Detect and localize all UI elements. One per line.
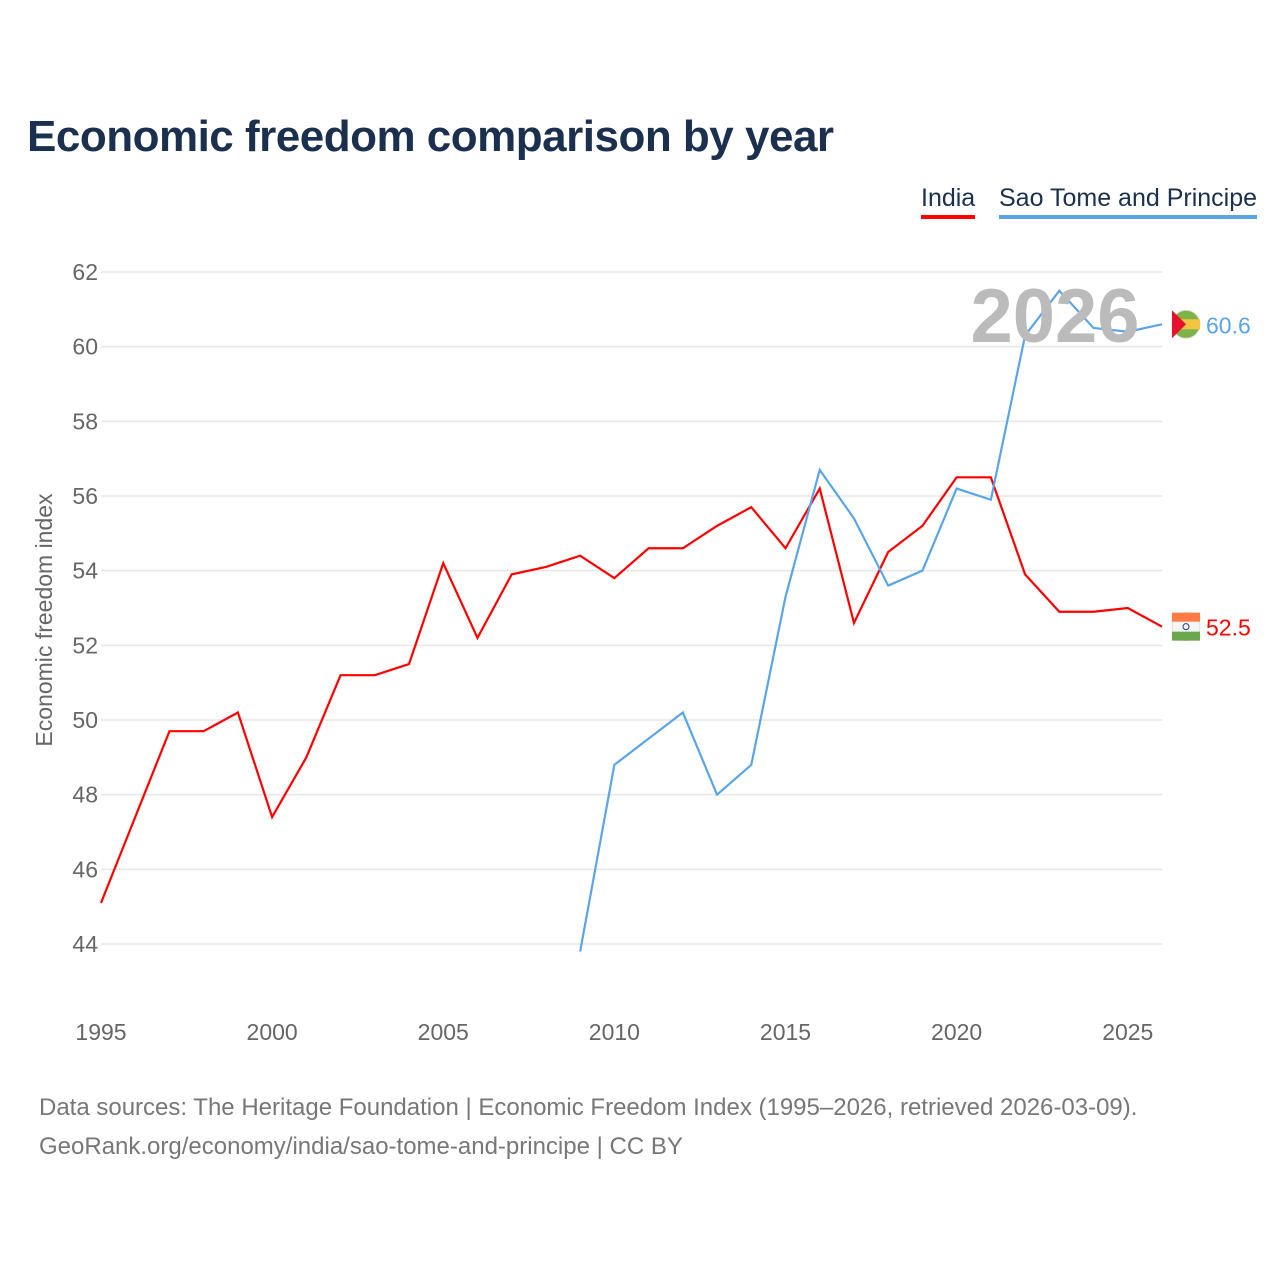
y-tick-label: 62: [72, 259, 98, 285]
y-tick-label: 58: [72, 408, 98, 434]
sao-tome-flag-triangle: [1172, 310, 1186, 339]
chart-title: Economic freedom comparison by year: [27, 112, 834, 161]
y-tick-label: 54: [72, 558, 98, 584]
end-value-label: 52.5: [1206, 615, 1251, 641]
legend-india[interactable]: India: [921, 184, 976, 219]
y-tick-label: 56: [72, 483, 98, 509]
source-line-2: GeoRank.org/economy/india/sao-tome-and-p…: [39, 1133, 683, 1160]
y-tick-label: 60: [72, 334, 98, 360]
x-tick-label: 2025: [1102, 1019, 1153, 1045]
y-tick-label: 44: [72, 931, 98, 957]
y-tick-label: 46: [72, 856, 98, 882]
source-note: Data sources: The Heritage Foundation | …: [39, 1088, 1137, 1166]
india-flag-chakra: [1182, 623, 1190, 631]
x-tick-label: 2020: [931, 1019, 982, 1045]
y-tick-label: 48: [72, 782, 98, 808]
series-line-sao-tome: [579, 288, 1163, 952]
source-line-1: Data sources: The Heritage Foundation | …: [39, 1094, 1138, 1121]
x-tick-label: 2015: [760, 1019, 811, 1045]
y-tick-label: 50: [72, 707, 98, 733]
x-tick-label: 2005: [418, 1019, 469, 1045]
x-tick-label: 2000: [247, 1019, 298, 1045]
y-axis-label: Economic freedom index: [31, 493, 57, 747]
x-tick-label: 1995: [75, 1019, 126, 1045]
india-flag-stripe: [1172, 631, 1200, 641]
india-flag-stripe: [1172, 612, 1200, 622]
x-tick-label: 2010: [589, 1019, 640, 1045]
year-watermark: 2026: [970, 274, 1139, 359]
end-value-label: 60.6: [1206, 312, 1251, 338]
series-line-india: [99, 476, 1163, 904]
legend-sao-tome[interactable]: Sao Tome and Principe: [999, 184, 1258, 219]
y-tick-label: 52: [72, 632, 98, 658]
